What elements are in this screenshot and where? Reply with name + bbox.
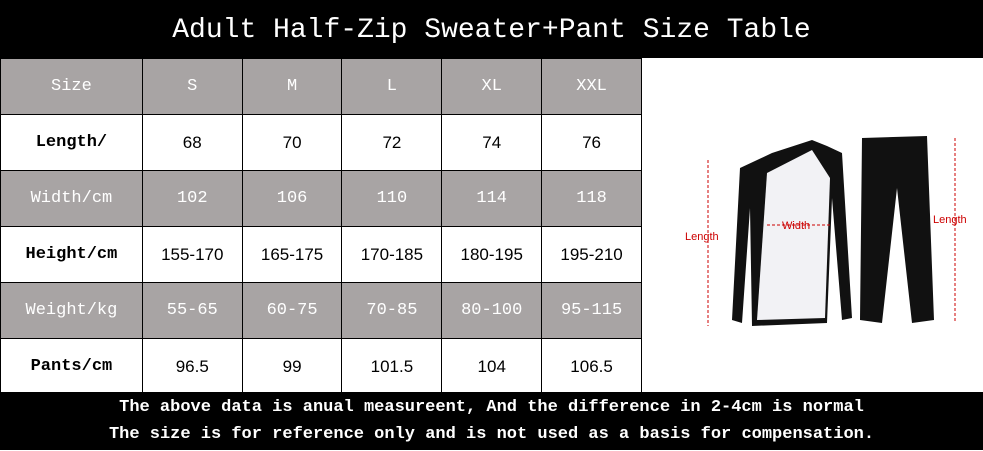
table-cell: Length/ [0,114,143,171]
table-row: Weight/kg 55-65 60-75 70-85 80-100 95-115 [0,282,642,339]
table-cell: 180-195 [441,226,543,283]
table-cell: 104 [441,338,543,395]
size-table: Size S M L XL XXL Length/68 70 72 74 76 Width/cm 102… [0,58,642,395]
table-cell: 55-65 [141,282,243,339]
table-cell: Size [0,58,143,115]
table-cell: 110 [341,170,443,227]
table-row: Pants/cm 96.5 99 101.5 104 106.5 [0,338,642,395]
table-cell: 195-210 [541,226,642,283]
table-cell: 70 [241,114,343,171]
table-cell: 118 [541,170,642,227]
table-cell: 155-170 [141,226,243,283]
sweater-front [757,150,830,320]
table-row: Width/cm 102 106 110 114 118 [0,170,642,227]
length-label: Length [685,231,719,243]
table-cell: 95-115 [541,282,642,339]
footer: The above data is anual measureent, And … [0,392,983,450]
table-cell: Height/cm [0,226,143,283]
table-cell: M [241,58,343,115]
table-cell: Width/cm [0,170,143,227]
table-cell: 70-85 [341,282,443,339]
table-cell: 80-100 [441,282,543,339]
illustration: Length Width Length [685,136,967,326]
length-label: Length [933,214,967,226]
table-cell: 99 [241,338,343,395]
table-cell: 60-75 [241,282,343,339]
table-cell: S [141,58,243,115]
table-row: Height/cm 155-170 165-175 170-185 180-195 195… [0,226,642,283]
table-cell: 170-185 [341,226,443,283]
table-cell: 72 [341,114,443,171]
table-cell: XL [441,58,543,115]
table-cell: 106.5 [541,338,642,395]
table-cell: 101.5 [341,338,443,395]
table-cell: L [341,58,443,115]
table-row: Length/68 70 72 74 76 [0,114,642,171]
table-cell: 114 [441,170,543,227]
table-cell: 68 [141,114,243,171]
table-cell: 102 [141,170,243,227]
table-cell: 96.5 [141,338,243,395]
table-cell: 76 [541,114,642,171]
table-row: Size S M L XL XXL [0,58,642,115]
table-cell: 106 [241,170,343,227]
table-cell: Pants/cm [0,338,143,395]
width-label: Width [782,220,810,232]
footer-line: The above data is anual measureent, And … [119,398,864,417]
footer-line: The size is for reference only and is no… [108,425,875,444]
table-cell: 165-175 [241,226,343,283]
table-cell: 74 [441,114,543,171]
table-cell: Weight/kg [0,282,143,339]
title: Adult Half-Zip Sweater+Pant Size Table [0,0,983,58]
pants [860,136,934,323]
table-cell: XXL [541,58,642,115]
